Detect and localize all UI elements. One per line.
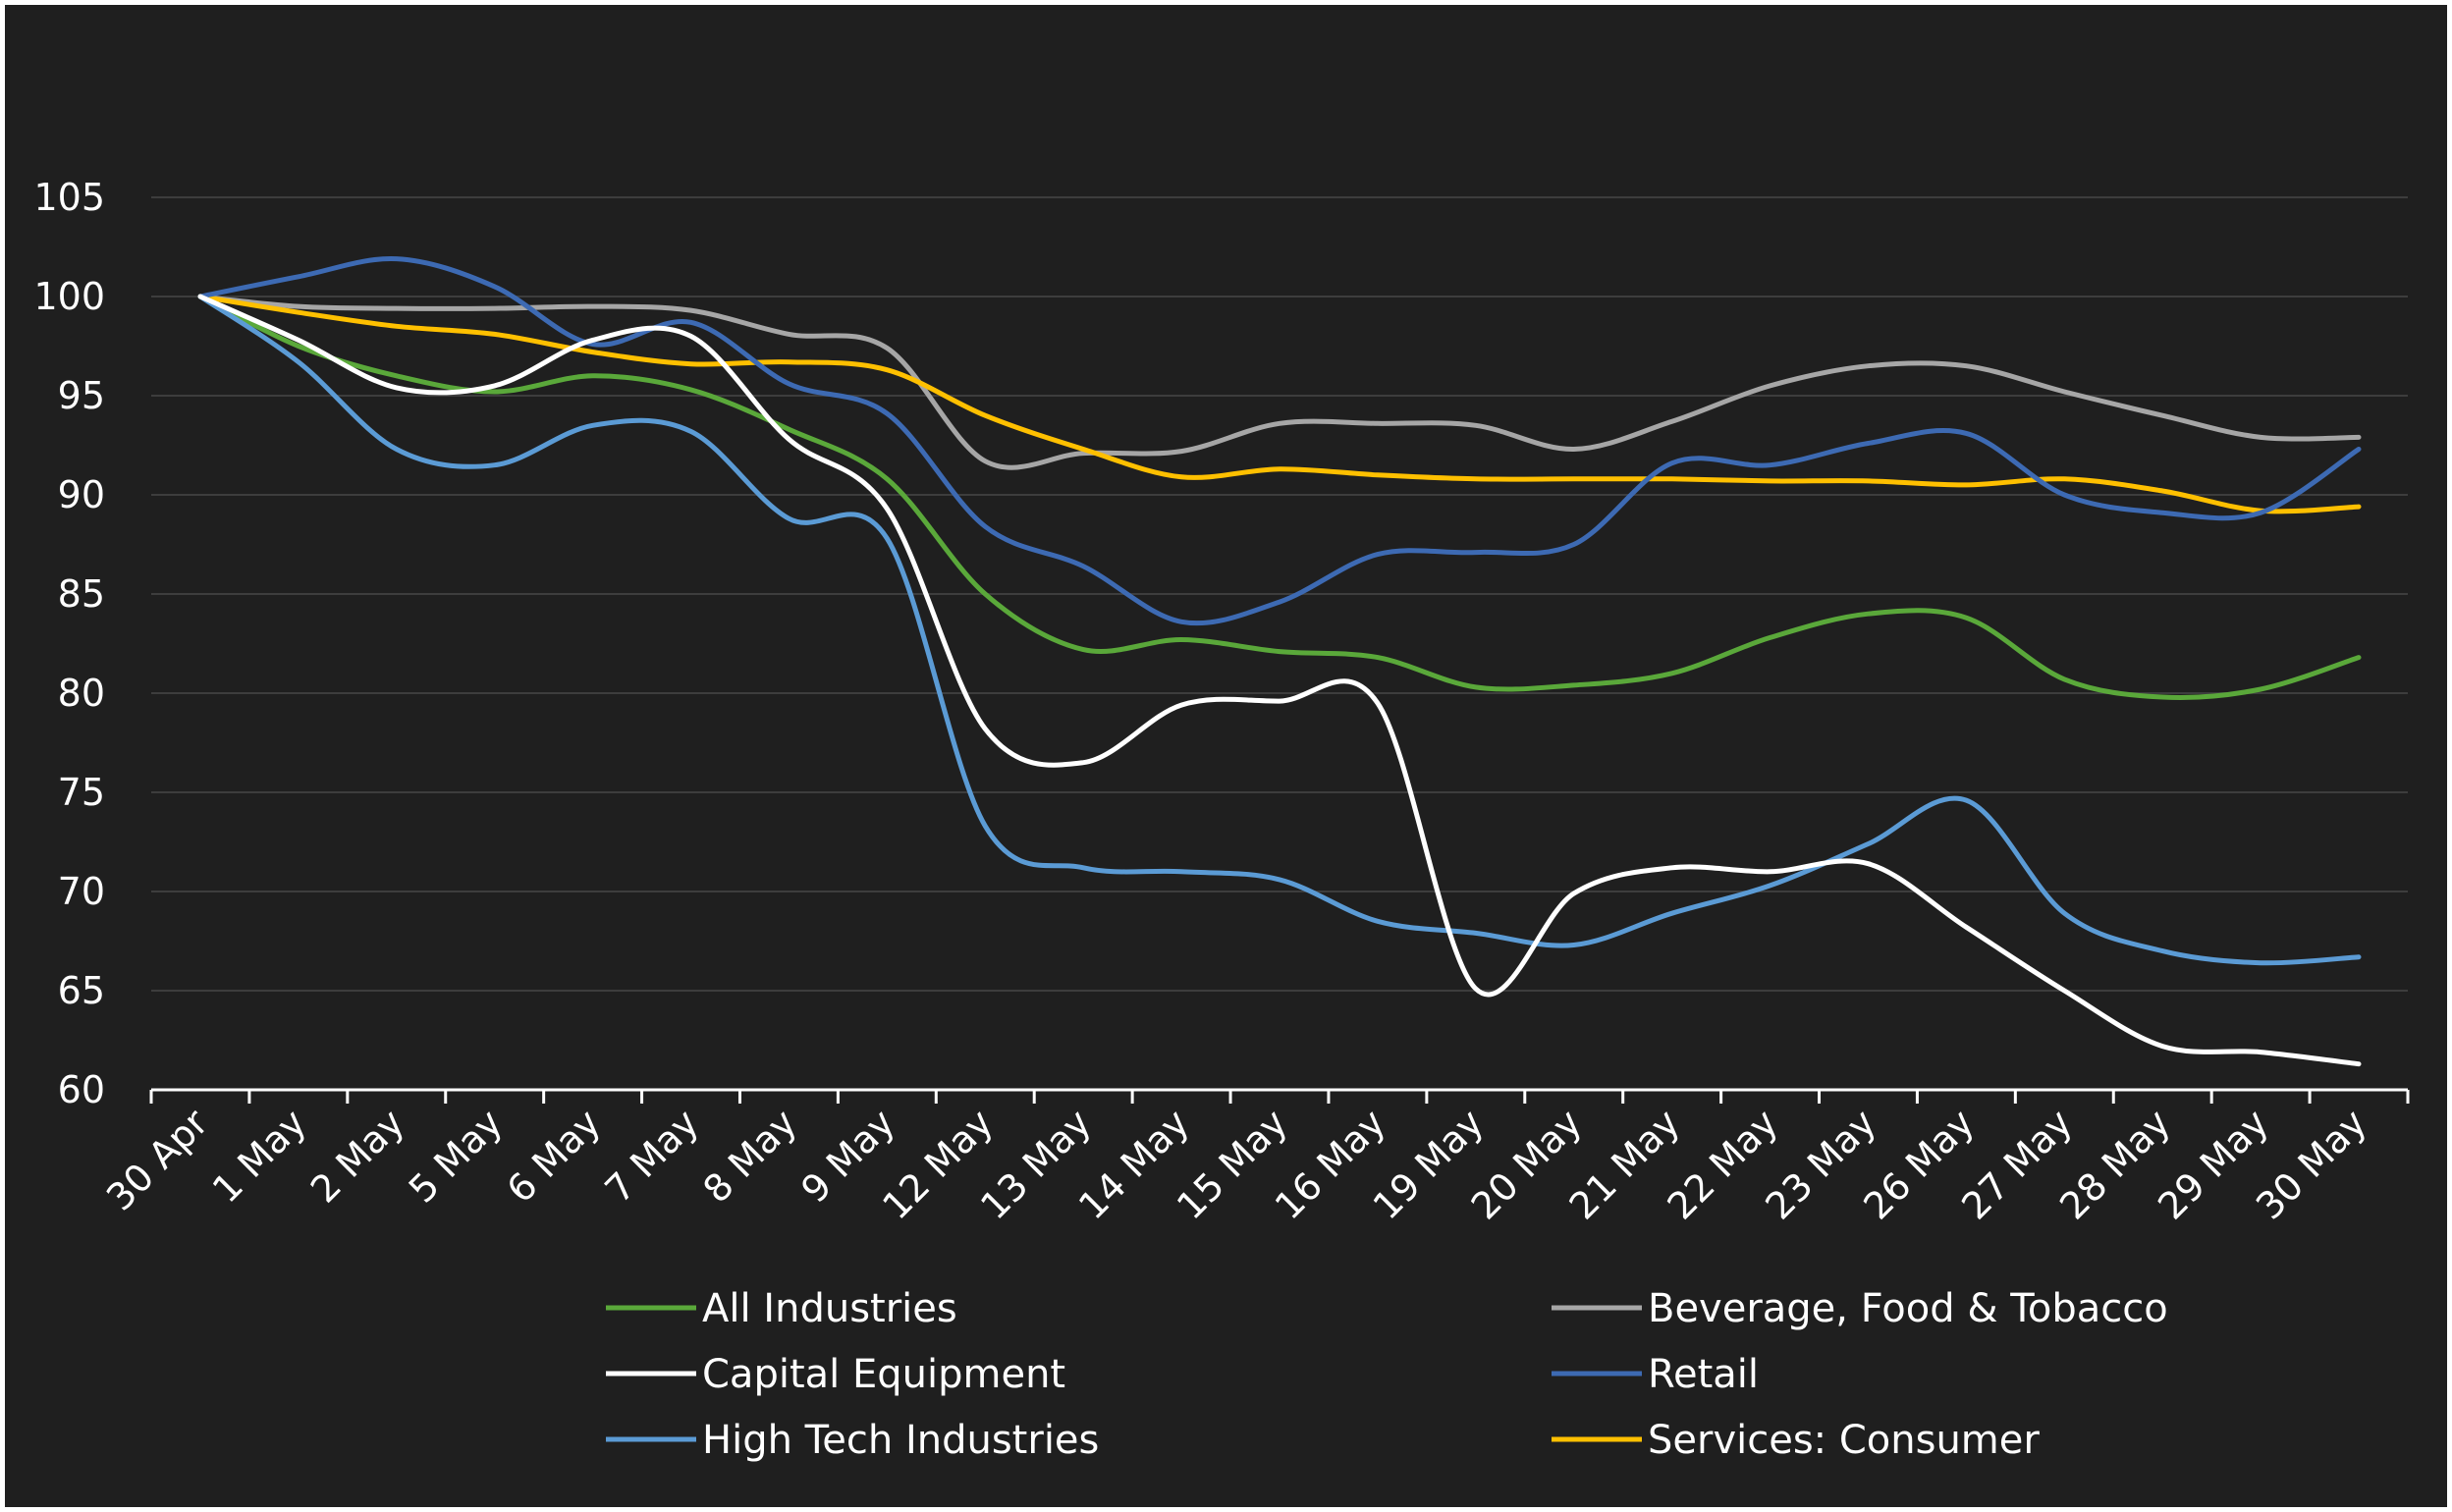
x-tick-label: 30 Apr [98,1101,217,1219]
series-lines [197,255,2362,1067]
y-tick-label: 65 [58,969,105,1012]
x-tick-label: 27 May [1953,1101,2080,1227]
legend: All Industries Beverage, Food & Tobacco Ca… [606,1286,2168,1463]
y-tick-label: 100 [33,275,105,318]
series-line-all-industries [197,294,2362,700]
y-tick-label: 60 [58,1068,105,1111]
x-tick-label: 2 May [302,1101,412,1211]
series-line-beverage-food-tobacco [197,294,2362,470]
y-tick-label: 70 [58,870,105,913]
legend-label-retail: Retail [1648,1352,1759,1397]
chart-background: 60 65 70 75 80 85 90 95 100 105 30 Apr 1 May 2 May 5… [5,5,2447,1507]
y-tick-label: 85 [58,572,105,616]
y-axis-tick-labels: 60 65 70 75 80 85 90 95 100 105 [33,176,105,1111]
y-tick-label: 75 [58,771,105,814]
series-line-high-tech-industries [197,294,2362,966]
legend-label-all-industries: All Industries [702,1286,957,1331]
legend-label-capital-equipment: Capital Equipment [702,1352,1065,1397]
x-tick-label: 6 May [499,1101,609,1211]
x-tick-label: 5 May [401,1101,511,1211]
y-tick-label: 105 [33,176,105,219]
x-tick-label: 16 May [1267,1101,1393,1227]
gridlines [151,196,2408,992]
x-tick-label: 8 May [694,1101,804,1211]
x-tick-label: 20 May [1463,1101,1590,1227]
legend-label-services-consumer: Services: Consumer [1648,1418,2040,1463]
x-tick-label: 1 May [204,1101,314,1211]
x-tick-label: 30 May [2248,1101,2374,1227]
x-tick-label: 21 May [1561,1101,1688,1227]
x-tick-label: 23 May [1757,1101,1883,1227]
x-tick-label: 29 May [2150,1101,2276,1227]
x-tick-label: 19 May [1365,1101,1492,1227]
x-tick-label: 14 May [1070,1101,1197,1227]
x-tick-label: 15 May [1169,1101,1295,1227]
y-tick-label: 90 [58,473,105,516]
x-tick-label: 13 May [972,1101,1099,1227]
x-axis [149,1088,2410,1104]
x-tick-label: 26 May [1855,1101,1982,1227]
x-tick-label: 28 May [2051,1101,2178,1227]
x-tick-label: 12 May [874,1101,1001,1227]
x-tick-label: 22 May [1660,1101,1786,1227]
series-line-capital-equipment [197,294,2362,1067]
x-tick-label: 7 May [597,1101,707,1211]
series-line-retail [197,255,2362,626]
legend-label-high-tech-industries: High Tech Industries [702,1418,1099,1463]
legend-label-beverage-food-tobacco: Beverage, Food & Tobacco [1648,1286,2168,1331]
series-line-services-consumer [197,294,2362,514]
y-tick-label: 95 [58,374,105,417]
y-tick-label: 80 [58,672,105,715]
